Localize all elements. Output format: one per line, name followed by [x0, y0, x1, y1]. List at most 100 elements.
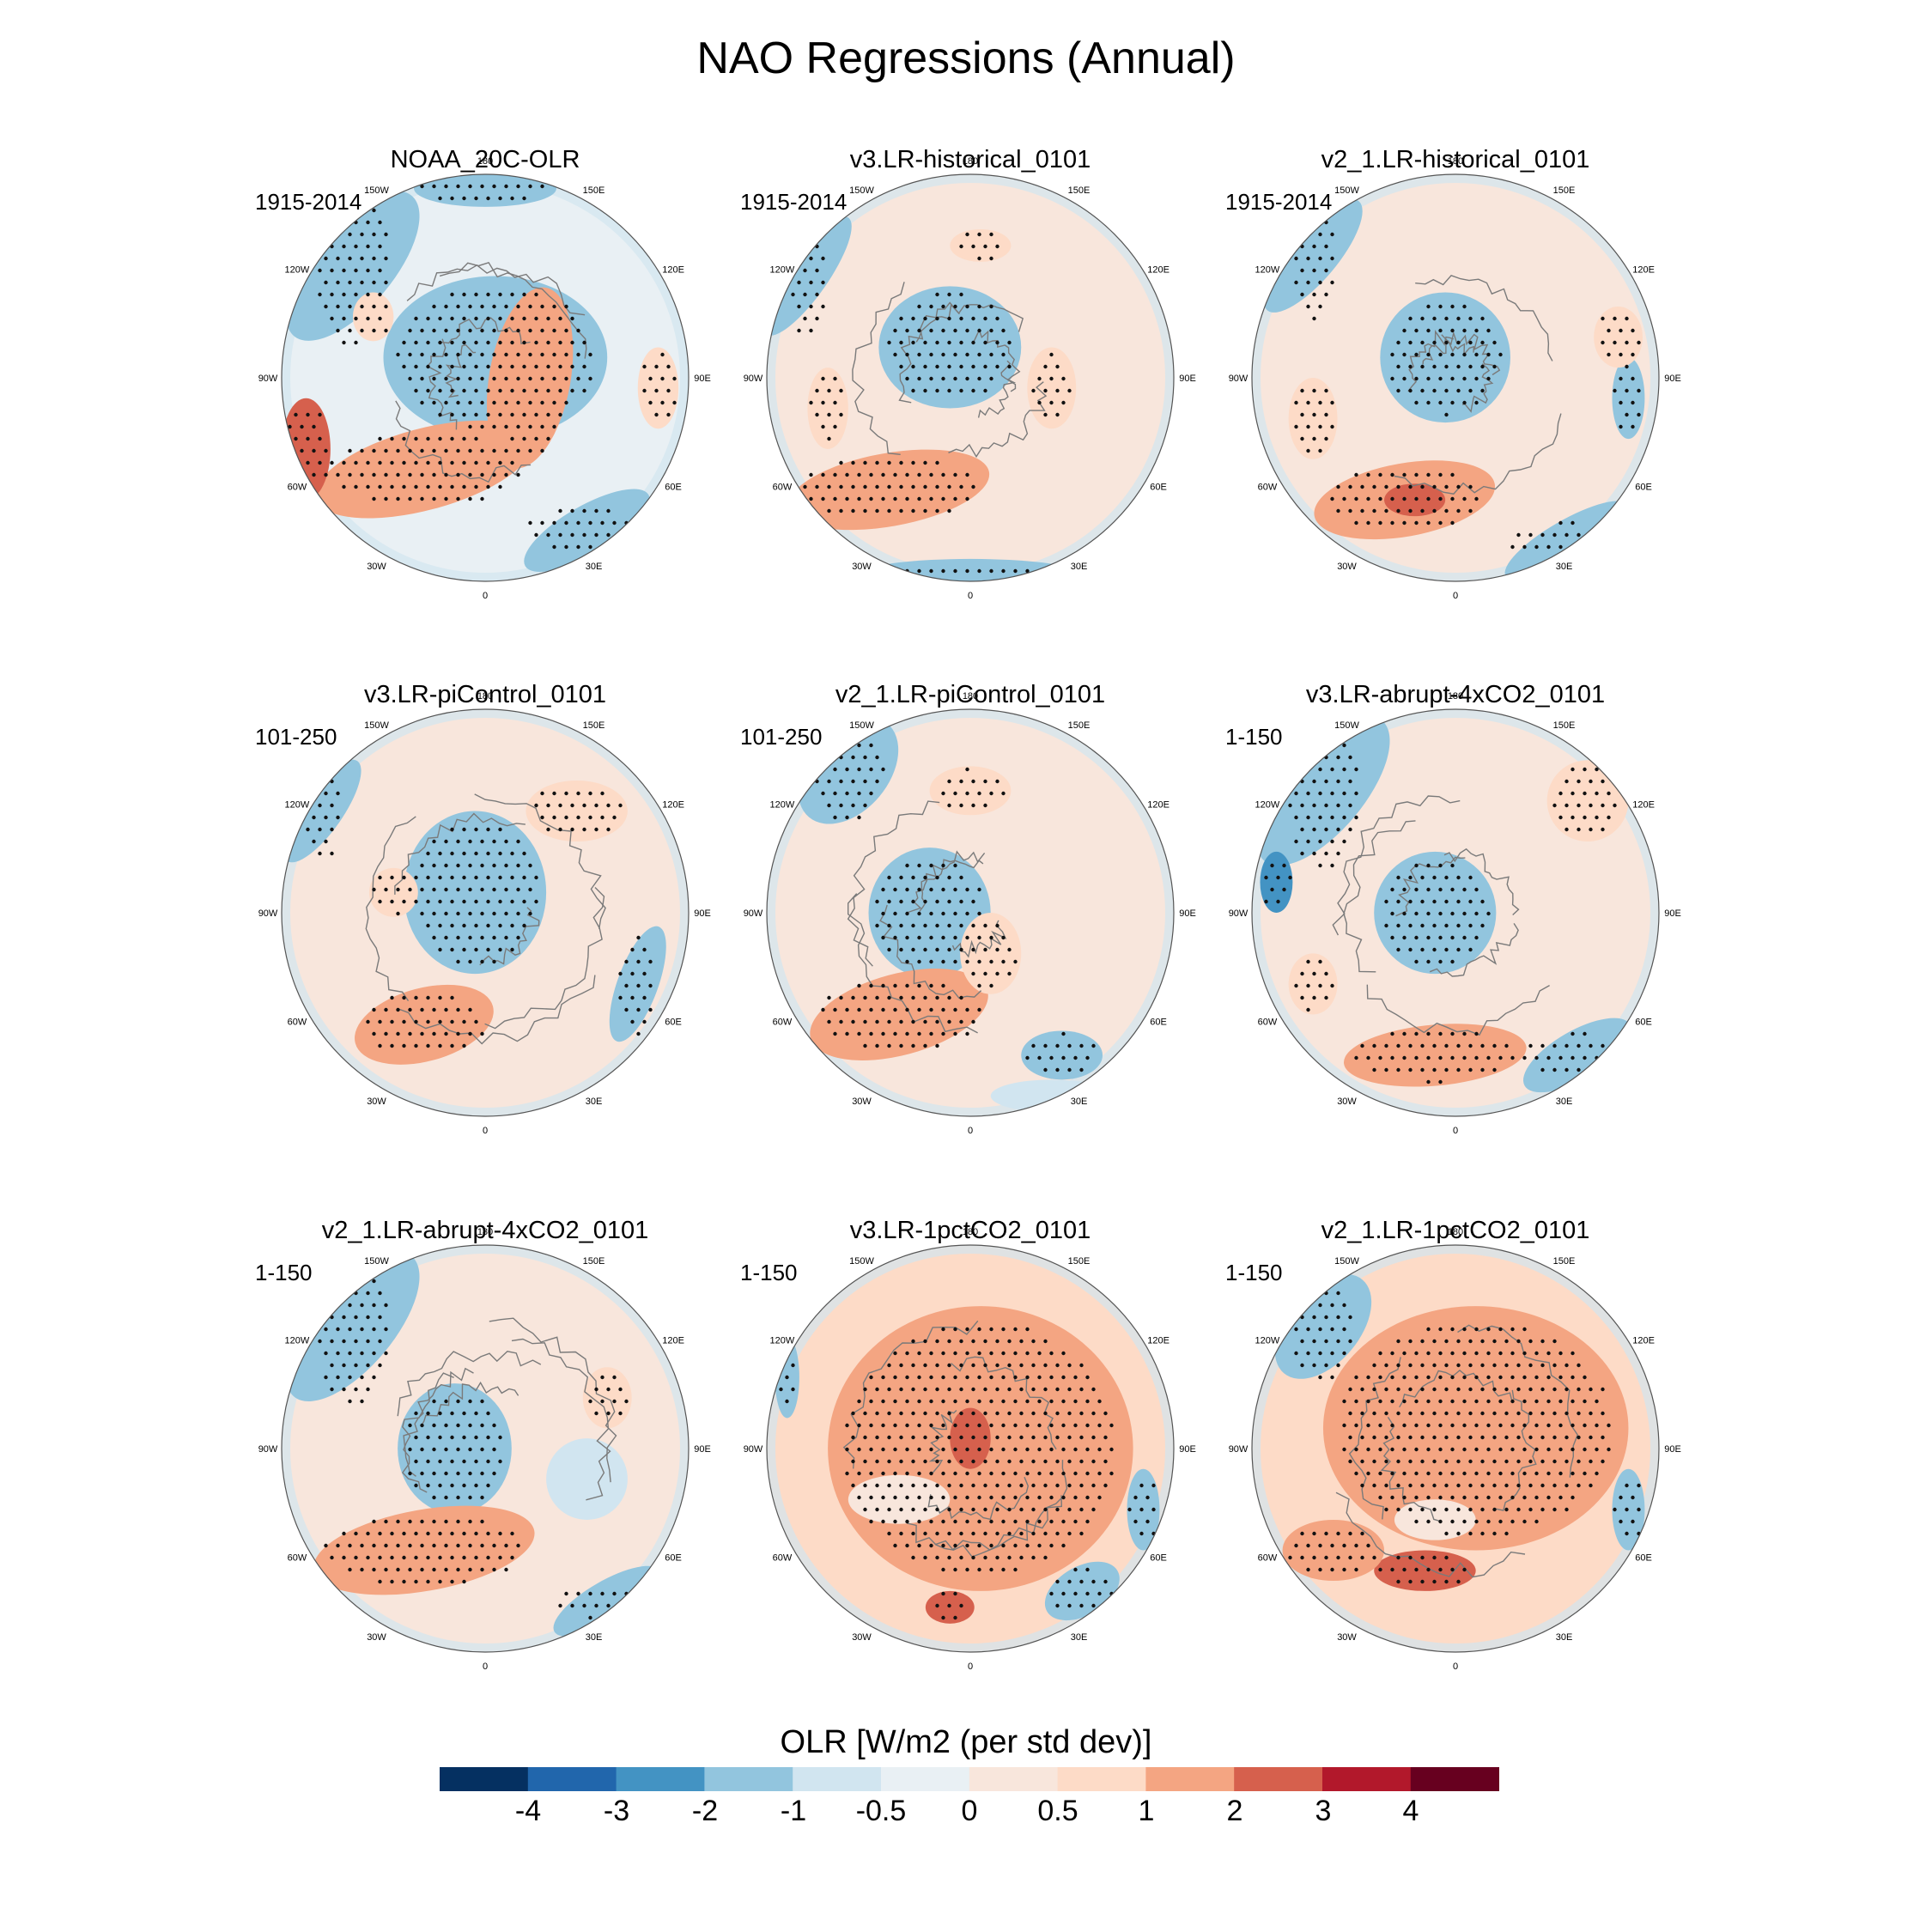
anomaly-region	[1322, 1306, 1629, 1551]
stipple-dot	[552, 352, 556, 357]
stipple-dot	[989, 1567, 993, 1572]
map-boundary	[1251, 173, 1660, 582]
stipple-dot	[1595, 815, 1599, 820]
stipple-dot	[887, 1043, 891, 1048]
stipple-dot	[1073, 1471, 1078, 1476]
stipple-dot	[881, 1447, 885, 1452]
stipple-dot	[1486, 376, 1491, 381]
stipple-dot	[1474, 1471, 1479, 1476]
stipple-dot	[1420, 1579, 1425, 1584]
stipple-dot	[1408, 508, 1413, 513]
stipple-dot	[1462, 352, 1467, 357]
stipple-dot	[594, 827, 598, 832]
stipple-dot	[833, 400, 837, 405]
stipple-dot	[1300, 851, 1304, 856]
stipple-dot	[384, 887, 388, 892]
stipple-dot	[815, 316, 819, 321]
stipple-dot	[959, 1339, 963, 1344]
stipple-dot	[1546, 1055, 1551, 1060]
stipple-dot	[1336, 1531, 1340, 1536]
longitude-label: 90E	[1179, 374, 1196, 384]
stipple-dot	[857, 472, 861, 477]
stipple-dot	[384, 1007, 388, 1012]
stipple-dot	[977, 1007, 981, 1012]
stipple-dot	[426, 899, 430, 904]
stipple-dot	[660, 352, 665, 357]
stipple-dot	[438, 412, 442, 417]
stipple-dot	[516, 184, 520, 189]
stipple-dot	[438, 923, 442, 928]
stipple-dot	[570, 316, 574, 321]
stipple-dot	[510, 460, 514, 465]
stipple-dot	[941, 1495, 945, 1500]
stipple-dot	[821, 791, 825, 796]
stipple-dot	[444, 911, 448, 916]
stipple-dot	[480, 935, 484, 940]
longitude-label: 60E	[1635, 1553, 1652, 1564]
stipple-dot	[378, 1555, 382, 1560]
stipple-dot	[426, 1459, 430, 1464]
stipple-dot	[498, 1531, 502, 1536]
map-panel: v2_1.LR-piControl_0101 101-250 180 150E 12…	[704, 681, 1236, 1196]
map-field	[767, 709, 1174, 1116]
stipple-dot	[486, 484, 490, 489]
stipple-dot	[342, 460, 346, 465]
stipple-dot	[1534, 1423, 1539, 1428]
longitude-label: 150W	[1334, 1256, 1359, 1267]
stipple-dot	[995, 779, 999, 784]
stipple-dot	[1546, 1423, 1551, 1428]
stipple-dot	[288, 424, 292, 429]
stipple-dot	[953, 1519, 957, 1524]
stipple-dot	[348, 304, 352, 309]
stipple-dot	[821, 256, 825, 261]
stipple-dot	[917, 1543, 921, 1548]
stipple-dot	[1354, 1423, 1358, 1428]
stipple-dot	[917, 1495, 921, 1500]
stipple-dot	[929, 1399, 933, 1404]
stipple-dot	[1456, 1531, 1461, 1536]
stipple-dot	[1037, 1399, 1042, 1404]
stipple-dot	[1043, 1387, 1048, 1392]
stipple-dot	[1432, 1339, 1437, 1344]
stipple-dot	[1312, 268, 1316, 273]
stipple-dot	[1486, 1351, 1491, 1356]
stipple-dot	[1504, 1531, 1509, 1536]
stipple-dot	[1378, 472, 1382, 477]
stipple-dot	[995, 244, 999, 249]
stipple-dot	[396, 1007, 400, 1012]
stipple-dot	[1354, 520, 1358, 526]
stipple-dot	[468, 376, 472, 381]
stipple-dot	[510, 947, 514, 952]
stipple-dot	[941, 1615, 945, 1620]
stipple-dot	[444, 328, 448, 333]
stipple-dot	[1043, 1459, 1048, 1464]
stipple-dot	[1516, 1411, 1521, 1416]
stipple-dot	[1462, 1375, 1467, 1380]
stipple-dot	[1294, 280, 1298, 285]
stipple-dot	[468, 1423, 472, 1428]
stipple-dot	[1354, 1567, 1358, 1572]
stipple-dot	[1330, 767, 1334, 772]
stipple-dot	[917, 911, 921, 916]
stipple-dot	[1300, 1531, 1304, 1536]
stipple-dot	[378, 899, 382, 904]
stipple-dot	[420, 1543, 424, 1548]
stipple-dot	[528, 400, 532, 405]
coastline	[426, 338, 458, 430]
stipple-dot	[1055, 1435, 1060, 1440]
stipple-dot	[582, 532, 586, 538]
stipple-dot	[438, 484, 442, 489]
stipple-dot	[1474, 376, 1479, 381]
stipple-dot	[1103, 1459, 1108, 1464]
stipple-dot	[1306, 256, 1310, 261]
stipple-dot	[977, 1543, 981, 1548]
stipple-dot	[1354, 815, 1358, 820]
stipple-dot	[1516, 1507, 1521, 1512]
stipple-dot	[1318, 400, 1322, 405]
stipple-dot	[372, 328, 376, 333]
stipple-dot	[1366, 1423, 1370, 1428]
stipple-dot	[1480, 1411, 1485, 1416]
stipple-dot	[1037, 1495, 1042, 1500]
stipple-dot	[492, 887, 496, 892]
